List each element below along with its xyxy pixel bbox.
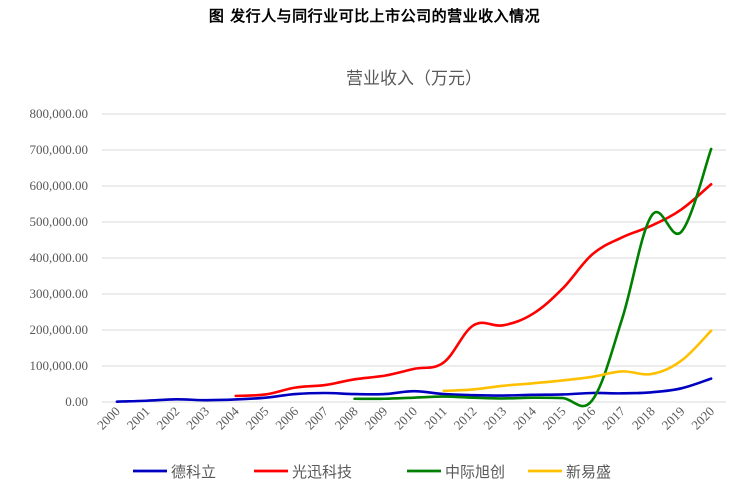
x-tick-label: 2001 — [124, 404, 153, 433]
x-tick-label: 2015 — [540, 404, 569, 433]
figure-title: 图 发行人与同行业可比上市公司的营业收入情况 — [208, 7, 541, 25]
x-tick-label: 2004 — [213, 403, 242, 432]
series-line-1 — [234, 182, 713, 398]
y-tick-label: 100,000.00 — [30, 358, 89, 373]
series-line-0 — [115, 377, 713, 403]
x-tick-label: 2017 — [599, 403, 628, 432]
grid-lines — [102, 113, 726, 367]
y-axis: 0.00 100,000.00 200,000.00 300,000.00 400,00… — [30, 106, 89, 409]
y-tick-label: 600,000.00 — [30, 178, 89, 193]
legend-label: 新易盛 — [566, 463, 611, 481]
x-tick-label: 2014 — [510, 403, 539, 432]
y-tick-label: 300,000.00 — [30, 286, 89, 301]
y-tick-label: 0.00 — [65, 394, 88, 409]
x-tick-label: 2018 — [629, 404, 658, 433]
y-tick-label: 700,000.00 — [30, 142, 89, 157]
x-tick-label: 2002 — [153, 404, 182, 433]
x-tick-label: 2012 — [451, 404, 480, 433]
x-tick-label: 2019 — [659, 404, 688, 433]
x-tick-label: 2005 — [243, 404, 272, 433]
series-lines — [115, 147, 713, 408]
x-tick-label: 2003 — [183, 404, 212, 433]
y-tick-label: 800,000.00 — [30, 106, 89, 121]
y-tick-label: 200,000.00 — [30, 322, 89, 337]
x-tick-label: 2011 — [421, 404, 450, 433]
series-line-3 — [442, 329, 713, 393]
legend-label: 光迅科技 — [292, 463, 352, 481]
chart-title: 营业收入（万元） — [346, 69, 482, 89]
legend-label: 中际旭创 — [445, 463, 505, 481]
x-tick-label: 2013 — [480, 404, 509, 433]
y-tick-label: 400,000.00 — [30, 250, 89, 265]
series-line-2 — [353, 147, 713, 408]
x-tick-label: 2007 — [302, 403, 331, 432]
y-tick-label: 500,000.00 — [30, 214, 89, 229]
legend: 德科立 光迅科技 中际旭创 新易盛 — [133, 463, 611, 481]
x-tick-label: 2020 — [688, 404, 717, 433]
x-tick-label: 2009 — [361, 404, 390, 433]
legend-label: 德科立 — [171, 463, 216, 481]
x-tick-label: 2006 — [272, 403, 301, 432]
x-tick-label: 2016 — [569, 403, 598, 432]
x-tick-label: 2000 — [94, 404, 123, 433]
x-tick-label: 2010 — [391, 404, 420, 433]
x-axis: 2000 2001 2002 2003 2004 2005 2006 2007 2008 2009… — [94, 401, 726, 433]
x-tick-label: 2008 — [332, 404, 361, 433]
